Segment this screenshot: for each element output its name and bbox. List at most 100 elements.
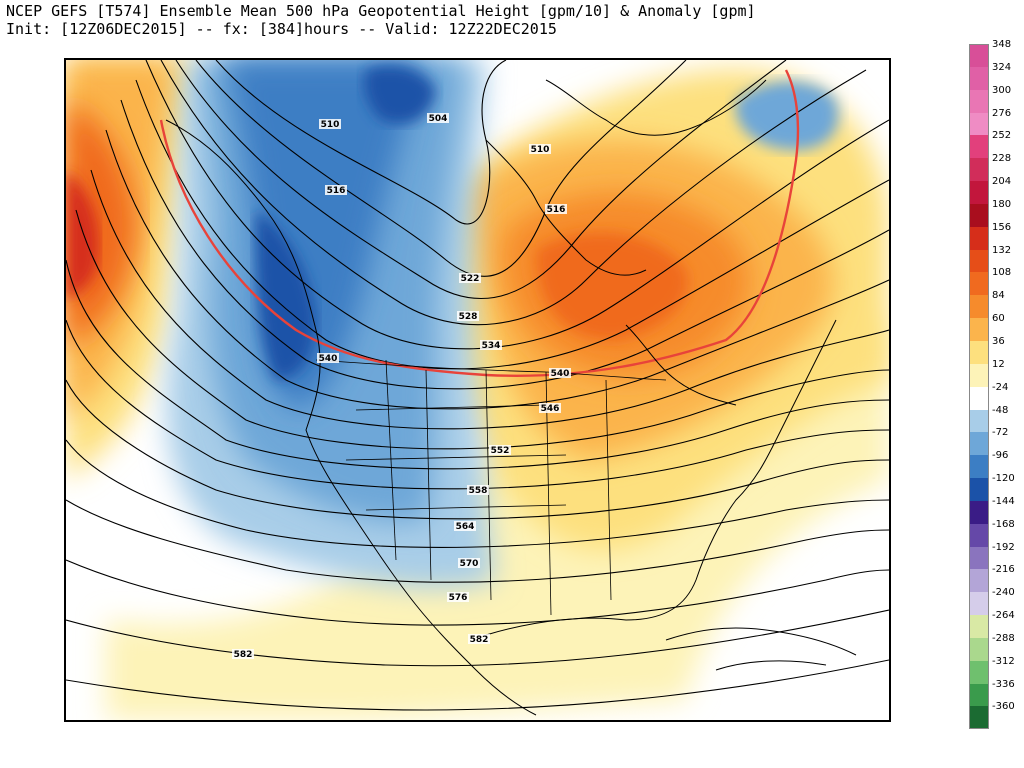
- contour-labels: 504 510 510 516 516 522 528 534 540 540 546 552 558 5…: [232, 113, 571, 660]
- contour-label-bg: [454, 521, 476, 531]
- contour-label: 576: [449, 593, 468, 603]
- legend-row: -192: [969, 542, 1024, 570]
- legend-swatch: [969, 660, 989, 684]
- contour-label: 516: [547, 205, 566, 215]
- anomaly-ridge-east-peak: [536, 232, 688, 340]
- legend-swatch: [969, 706, 989, 730]
- legend-label: 276: [992, 107, 1012, 119]
- legend-swatch: [969, 523, 989, 547]
- legend-row: 156: [969, 222, 1024, 250]
- contour-label: 540: [551, 369, 570, 379]
- legend-swatch: [969, 272, 989, 296]
- contour-label: 558: [469, 486, 488, 496]
- legend-row: -48: [969, 405, 1024, 433]
- legend-label: -288: [992, 632, 1015, 644]
- legend-label: 348: [992, 39, 1012, 50]
- legend-label: 108: [992, 267, 1012, 279]
- legend-row: -288: [969, 633, 1024, 661]
- contour-label-bg: [457, 311, 479, 321]
- legend-label: 36: [992, 335, 1005, 347]
- legend-label: 156: [992, 221, 1012, 233]
- legend-swatch: [969, 158, 989, 182]
- legend-swatch: [969, 386, 989, 410]
- legend-swatch: [969, 203, 989, 227]
- legend-row: -360: [969, 701, 1024, 730]
- coastlines: [165, 79, 857, 716]
- legend-label: 132: [992, 244, 1012, 256]
- legend-row: 180: [969, 199, 1024, 227]
- legend-swatch: [969, 135, 989, 159]
- legend-swatch: [969, 112, 989, 136]
- legend-label: 204: [992, 176, 1012, 188]
- legend-row: -144: [969, 496, 1024, 524]
- legend-row: 276: [969, 108, 1024, 136]
- legend-label: -360: [992, 701, 1015, 713]
- contour-label: 582: [234, 650, 253, 660]
- legend-swatch: [969, 363, 989, 387]
- borders: [315, 359, 667, 616]
- contour-label-bg: [468, 634, 490, 644]
- legend-label: 84: [992, 290, 1005, 302]
- contour-label-bg: [480, 340, 502, 350]
- legend-row: 36: [969, 336, 1024, 364]
- contour-label-bg: [467, 485, 489, 495]
- legend-label: -192: [992, 541, 1015, 553]
- anomaly-trough-north: [364, 66, 436, 124]
- legend-row: 324: [969, 62, 1024, 90]
- legend-row: 252: [969, 130, 1024, 159]
- legend-label: -240: [992, 587, 1015, 599]
- contour-label: 552: [491, 446, 510, 456]
- legend-swatch: [969, 66, 989, 90]
- contour-label-bg: [539, 403, 561, 413]
- legend-swatch: [969, 615, 989, 638]
- legend-swatch: [969, 637, 989, 661]
- legend-swatch: [969, 683, 989, 707]
- legend-swatch: [969, 592, 989, 616]
- legend-row: -168: [969, 519, 1024, 547]
- legend-swatch: [969, 181, 989, 204]
- legend-label: 180: [992, 198, 1012, 210]
- legend-row: 204: [969, 176, 1024, 204]
- contour-label-bg: [317, 353, 339, 363]
- legend-swatch: [969, 226, 989, 250]
- legend-row: -312: [969, 656, 1024, 684]
- legend-swatch: [969, 455, 989, 479]
- legend-row: -216: [969, 564, 1024, 593]
- contour-label: 522: [461, 274, 480, 284]
- legend-swatch: [969, 569, 989, 593]
- contour-label-bg: [458, 558, 480, 568]
- contour-label-bg: [232, 649, 254, 659]
- anomaly-pacific-peak: [66, 170, 100, 300]
- legend-label: -144: [992, 495, 1015, 507]
- contour-label: 510: [321, 120, 340, 130]
- legend-swatch: [969, 295, 989, 319]
- legend-row: 228: [969, 153, 1024, 182]
- legend-label: -96: [992, 450, 1009, 462]
- legend-label: 228: [992, 153, 1012, 165]
- legend-swatch: [969, 318, 989, 341]
- legend-row: -264: [969, 610, 1024, 638]
- legend-label: -336: [992, 678, 1015, 690]
- legend-swatch: [969, 89, 989, 113]
- legend-swatch: [969, 432, 989, 456]
- legend-label: 300: [992, 84, 1012, 96]
- legend-label: -216: [992, 564, 1015, 576]
- contour-label-bg: [427, 113, 449, 123]
- contour-label-bg: [529, 144, 551, 154]
- map-svg: 504 510 510 516 516 522 528 534 540 540 546 552 558 5…: [66, 60, 889, 720]
- anomaly-shading: [66, 60, 889, 720]
- contour-label: 510: [531, 145, 550, 155]
- legend-label: 12: [992, 358, 1005, 370]
- contour-label-bg: [489, 445, 511, 455]
- legend-row: -96: [969, 450, 1024, 479]
- legend-row: 108: [969, 267, 1024, 296]
- contour-label-bg: [319, 119, 341, 129]
- legend-row: 60: [969, 313, 1024, 341]
- legend-label: -312: [992, 655, 1015, 667]
- chart-subtitle: Init: [12Z06DEC2015] -- fx: [384]hours -…: [6, 20, 557, 38]
- legend-label: 324: [992, 61, 1012, 73]
- contour-label-bg: [545, 204, 567, 214]
- legend-label: 60: [992, 313, 1005, 325]
- legend-swatch: [969, 546, 989, 570]
- legend-label: -48: [992, 404, 1009, 416]
